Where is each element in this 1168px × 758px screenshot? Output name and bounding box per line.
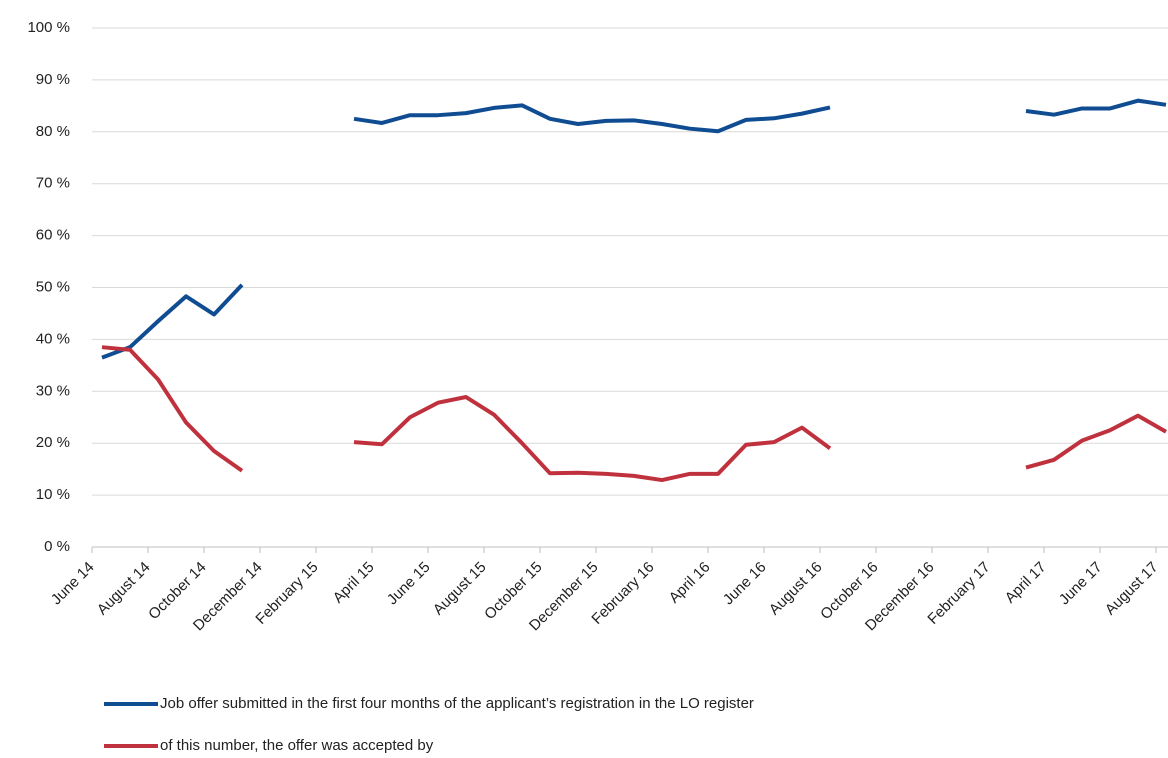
y-tick-label: 0 %: [44, 538, 70, 555]
x-tick-label: April 16: [666, 559, 714, 607]
x-tick-label: June 17: [1056, 559, 1106, 609]
x-tick-label: April 15: [330, 559, 378, 607]
y-tick-label: 60 %: [36, 227, 70, 244]
x-tick-label: June 15: [384, 559, 434, 609]
x-tick-label: April 17: [1002, 559, 1050, 607]
line-series: [101, 98, 1167, 360]
y-tick-label: 80 %: [36, 123, 70, 140]
y-tick-label: 100 %: [27, 19, 70, 36]
y-tick-label: 20 %: [36, 434, 70, 451]
y-tick-label: 30 %: [36, 382, 70, 399]
legend-label: of this number, the offer was accepted b…: [160, 737, 434, 754]
y-tick-label: 90 %: [36, 71, 70, 88]
line-series: [101, 345, 1167, 483]
y-tick-label: 10 %: [36, 486, 70, 503]
legend-label: Job offer submitted in the first four mo…: [160, 695, 754, 712]
x-tick-label: August 14: [94, 559, 154, 619]
x-tick-label: August 16: [766, 559, 826, 619]
y-tick-label: 70 %: [36, 175, 70, 192]
x-tick-label: June 16: [720, 559, 770, 609]
y-tick-label: 50 %: [36, 278, 70, 295]
x-tick-label: June 14: [48, 559, 98, 609]
x-tick-label: August 17: [1102, 559, 1162, 619]
y-tick-label: 40 %: [36, 330, 70, 347]
x-tick-label: August 15: [430, 559, 490, 619]
